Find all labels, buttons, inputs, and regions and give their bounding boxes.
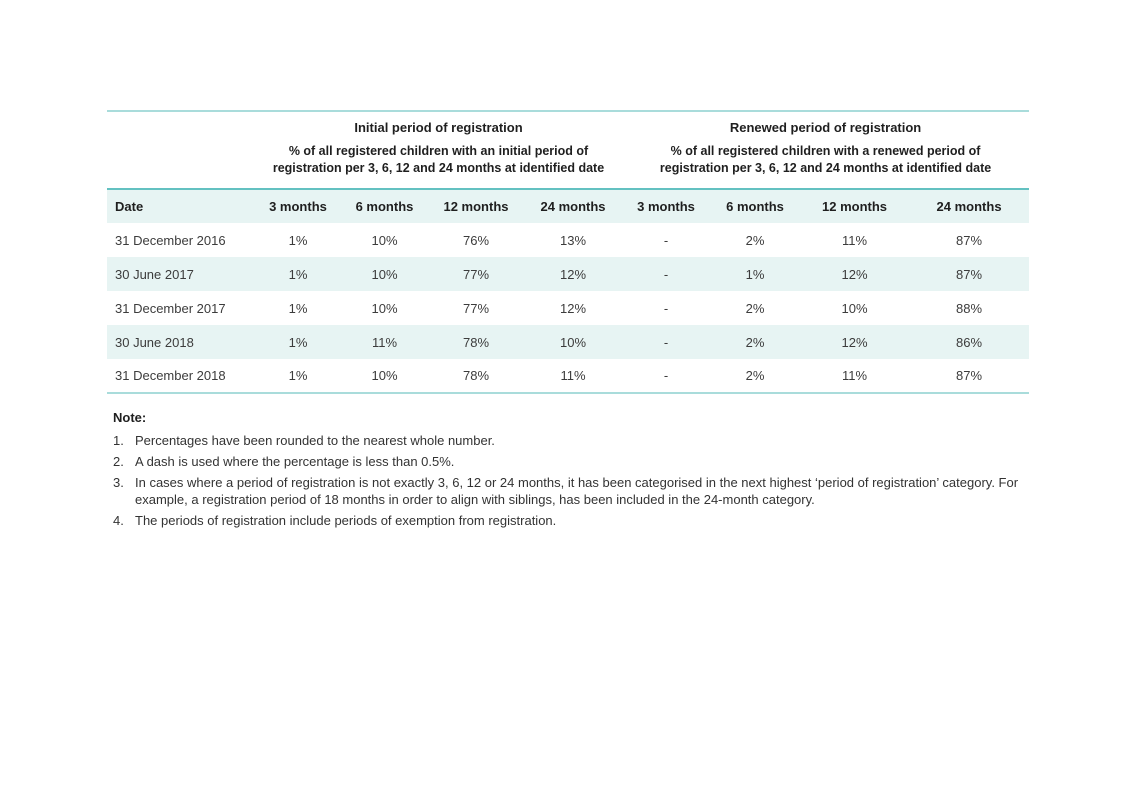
cell-value: 11% (842, 232, 868, 248)
column-header-row: Date 3 months 6 months 12 months 24 mont… (107, 188, 1030, 223)
row-date: 30 June 2017 (115, 266, 194, 282)
cell-value: 11% (371, 334, 398, 350)
cell-value: 12% (560, 300, 587, 316)
column-header-date: Date (107, 188, 255, 223)
cell-value: 10% (841, 300, 868, 316)
cell-value: 11% (560, 368, 586, 383)
note-item: 2. A dash is used where the percentage i… (113, 453, 1023, 470)
cell-value: 12% (841, 334, 868, 350)
note-text: In cases where a period of registration … (135, 475, 1019, 507)
cell-value: 11% (842, 368, 868, 383)
cell-value: 87% (956, 232, 983, 248)
group-title-initial: Initial period of registration (354, 120, 523, 135)
table-row: 30 June 2017 1% 10% 77% 12% - 1% 12% 87% (107, 257, 1030, 291)
note-item: 4. The periods of registration include p… (113, 512, 1023, 529)
cell-value: 78% (462, 334, 490, 350)
note-text: A dash is used where the percentage is l… (135, 454, 455, 469)
cell-value: - (663, 266, 669, 282)
cell-value: 10% (371, 266, 398, 282)
table-section: Initial period of registration % of all … (107, 110, 1030, 533)
cell-value: 12% (560, 266, 587, 282)
cell-value: 1% (288, 232, 308, 248)
group-header-row: Initial period of registration % of all … (107, 111, 1029, 189)
cell-value: - (663, 334, 669, 350)
cell-value: 12% (841, 266, 868, 282)
row-date: 31 December 2017 (115, 300, 226, 316)
row-date: 30 June 2018 (115, 334, 194, 350)
column-header-renewed-12-months: 12 months (800, 188, 910, 223)
cell-value: 10% (371, 368, 398, 383)
row-date: 31 December 2018 (115, 368, 226, 383)
table-row: 31 December 2018 1% 10% 78% 11% - 2% 11%… (107, 359, 1029, 393)
table-row: 30 June 2018 1% 11% 78% 10% - 2% 12% 86% (107, 325, 1030, 359)
column-header-renewed-3-months: 3 months (622, 188, 711, 223)
cell-value: 10% (371, 300, 398, 316)
cell-value: 2% (745, 232, 765, 248)
cell-value: 13% (560, 232, 587, 248)
note-text: The periods of registration include peri… (135, 513, 557, 528)
table-row: 31 December 2017 1% 10% 77% 12% - 2% 10%… (107, 291, 1029, 325)
registration-periods-table: Initial period of registration % of all … (107, 110, 1030, 394)
group-title-renewed: Renewed period of registration (729, 120, 922, 135)
group-header-renewed: Renewed period of registration % of all … (622, 111, 1029, 189)
note-text: Percentages have been rounded to the nea… (135, 433, 495, 448)
group-subtitle-initial: % of all registered children with an ini… (272, 144, 605, 175)
row-date: 31 December 2016 (115, 232, 226, 248)
cell-value: 2% (745, 368, 765, 383)
cell-value: - (663, 232, 669, 248)
column-header-renewed-24-months: 24 months (909, 188, 1030, 223)
cell-value: 87% (956, 368, 983, 383)
cell-value: 77% (462, 300, 490, 316)
note-number: 4. (113, 513, 124, 528)
notes-section: Note: 1. Percentages have been rounded t… (107, 410, 1023, 529)
group-header-spacer (107, 111, 255, 189)
cell-value: 1% (288, 300, 308, 316)
note-number: 1. (113, 433, 124, 448)
note-number: 3. (113, 475, 124, 490)
cell-value: 2% (745, 334, 765, 350)
cell-value: 1% (745, 266, 765, 282)
cell-value: 88% (956, 300, 983, 316)
group-subtitle-renewed: % of all registered children with a rene… (659, 144, 992, 175)
cell-value: 86% (956, 334, 983, 350)
note-item: 3. In cases where a period of registrati… (113, 474, 1023, 508)
cell-value: 87% (956, 266, 983, 282)
column-header-initial-12-months: 12 months (428, 188, 524, 223)
cell-value: 2% (745, 300, 765, 316)
column-header-initial-3-months: 3 months (255, 188, 341, 223)
cell-value: 10% (371, 232, 398, 248)
column-header-initial-24-months: 24 months (524, 188, 623, 223)
column-header-initial-6-months: 6 months (341, 188, 428, 223)
notes-label: Note: (113, 410, 147, 425)
table-row: 31 December 2016 1% 10% 76% 13% - 2% 11%… (107, 223, 1029, 257)
cell-value: 10% (560, 334, 587, 350)
cell-value: 77% (462, 266, 490, 282)
column-header-renewed-6-months: 6 months (710, 188, 801, 223)
cell-value: 1% (288, 334, 308, 350)
cell-value: 1% (288, 368, 308, 383)
cell-value: - (663, 368, 669, 383)
cell-value: 78% (462, 368, 490, 383)
cell-value: 76% (462, 232, 490, 248)
note-number: 2. (113, 454, 124, 469)
cell-value: - (663, 300, 669, 316)
group-header-initial: Initial period of registration % of all … (255, 111, 622, 189)
note-item: 1. Percentages have been rounded to the … (113, 432, 1023, 449)
cell-value: 1% (288, 266, 308, 282)
